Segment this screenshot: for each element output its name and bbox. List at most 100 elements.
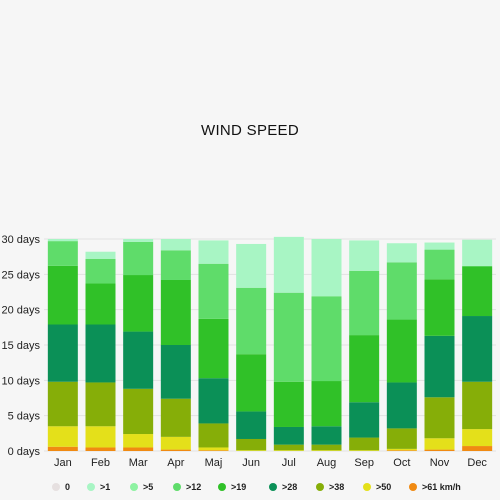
bar-segment[interactable] bbox=[47, 241, 78, 266]
bar-segment[interactable] bbox=[198, 447, 229, 451]
legend-label: >61 km/h bbox=[422, 482, 461, 492]
bar-segment[interactable] bbox=[85, 283, 116, 325]
bar-segment[interactable] bbox=[273, 426, 304, 445]
bar-segment[interactable] bbox=[424, 438, 455, 450]
legend-label: >1 bbox=[100, 482, 111, 492]
bar-segment[interactable] bbox=[236, 243, 267, 288]
bar-segment[interactable] bbox=[424, 279, 455, 336]
bar-segment[interactable] bbox=[198, 423, 229, 448]
legend-item[interactable]: >28 bbox=[269, 480, 297, 494]
legend-item[interactable]: >5 bbox=[130, 480, 153, 494]
bar-segment[interactable] bbox=[123, 434, 154, 448]
legend-item[interactable]: >61 km/h bbox=[409, 480, 461, 494]
x-tick-label: Mar bbox=[129, 457, 148, 469]
bar-segment[interactable] bbox=[462, 429, 493, 447]
bar-segment[interactable] bbox=[311, 444, 342, 451]
bar-segment[interactable] bbox=[47, 239, 78, 242]
y-tick-label: 10 days bbox=[1, 375, 40, 387]
bar-segment[interactable] bbox=[424, 335, 455, 398]
bar-segment[interactable] bbox=[85, 426, 116, 448]
bar-segment[interactable] bbox=[349, 335, 380, 403]
bar-segment[interactable] bbox=[273, 292, 304, 382]
bar-segment[interactable] bbox=[236, 354, 267, 412]
bar-segment[interactable] bbox=[311, 296, 342, 382]
bar-segment[interactable] bbox=[198, 318, 229, 379]
bar-segment[interactable] bbox=[160, 436, 191, 450]
bar-segment[interactable] bbox=[123, 239, 154, 242]
bar-segment[interactable] bbox=[47, 426, 78, 447]
bar-segment[interactable] bbox=[462, 316, 493, 382]
bar-segment[interactable] bbox=[311, 426, 342, 445]
bar-segment[interactable] bbox=[198, 263, 229, 319]
bar-segment[interactable] bbox=[160, 279, 191, 345]
chart-legend: 0 >1 >5 >12 >19 >28 >38 >50 >61 km/h bbox=[0, 480, 500, 494]
legend-label: >50 bbox=[376, 482, 392, 492]
bar-segment[interactable] bbox=[311, 450, 342, 451]
bar-segment[interactable] bbox=[462, 381, 493, 430]
bar-segment[interactable] bbox=[311, 239, 342, 297]
bar-segment[interactable] bbox=[462, 265, 493, 267]
bar-segment[interactable] bbox=[273, 381, 304, 427]
bar-segment[interactable] bbox=[160, 250, 191, 280]
bar-segment[interactable] bbox=[462, 266, 493, 317]
bar-segment[interactable] bbox=[424, 249, 455, 280]
legend-item[interactable]: >12 bbox=[173, 480, 201, 494]
bar-segment[interactable] bbox=[198, 450, 229, 451]
legend-item[interactable]: >19 bbox=[218, 480, 246, 494]
bar-segment[interactable] bbox=[198, 378, 229, 424]
bar-segment[interactable] bbox=[47, 265, 78, 325]
bar-segment[interactable] bbox=[462, 446, 493, 451]
bar-segment[interactable] bbox=[386, 450, 417, 451]
bar-segment[interactable] bbox=[424, 397, 455, 439]
bar-segment[interactable] bbox=[47, 446, 78, 451]
bar-segment[interactable] bbox=[85, 324, 116, 383]
bar-segment[interactable] bbox=[349, 240, 380, 271]
bar-segment[interactable] bbox=[236, 287, 267, 355]
bar-segment[interactable] bbox=[273, 236, 304, 293]
bar-segment[interactable] bbox=[273, 444, 304, 451]
bar-segment[interactable] bbox=[236, 411, 267, 439]
bar-segment[interactable] bbox=[311, 381, 342, 427]
bar-segment[interactable] bbox=[160, 398, 191, 437]
bar-segment[interactable] bbox=[160, 239, 191, 251]
bar-segment[interactable] bbox=[123, 331, 154, 389]
legend-item[interactable]: >50 bbox=[363, 480, 391, 494]
chart-title: WIND SPEED bbox=[200, 122, 299, 139]
bar-segment[interactable] bbox=[349, 450, 380, 451]
legend-item[interactable]: 0 bbox=[52, 480, 70, 494]
bar-segment[interactable] bbox=[160, 449, 191, 451]
legend-item[interactable]: >38 bbox=[316, 480, 344, 494]
bar-segment[interactable] bbox=[349, 402, 380, 438]
y-tick-label: 20 days bbox=[1, 305, 40, 317]
bar-segment[interactable] bbox=[462, 239, 493, 266]
bar-segment[interactable] bbox=[123, 241, 154, 276]
bar-segment[interactable] bbox=[85, 251, 116, 259]
legend-label: >38 bbox=[329, 482, 345, 492]
bar-segment[interactable] bbox=[236, 438, 267, 451]
bar-segment[interactable] bbox=[85, 258, 116, 284]
legend-dot-icon bbox=[87, 483, 95, 491]
bar-segment[interactable] bbox=[160, 345, 191, 399]
bar-segment[interactable] bbox=[349, 437, 380, 451]
bar-segment[interactable] bbox=[47, 381, 78, 427]
legend-item[interactable]: >1 bbox=[87, 480, 110, 494]
bar-segment[interactable] bbox=[386, 319, 417, 383]
bar-segment[interactable] bbox=[386, 243, 417, 263]
bar-segment[interactable] bbox=[273, 450, 304, 451]
bar-segment[interactable] bbox=[85, 447, 116, 451]
bar-segment[interactable] bbox=[47, 324, 78, 382]
bar-segment[interactable] bbox=[198, 240, 229, 264]
bar-segment[interactable] bbox=[349, 270, 380, 336]
bar-segment[interactable] bbox=[386, 428, 417, 449]
bar-segment[interactable] bbox=[386, 382, 417, 429]
x-tick-label: Jun bbox=[242, 457, 260, 469]
bar-segment[interactable] bbox=[123, 388, 154, 435]
bar-segment[interactable] bbox=[424, 242, 455, 250]
bar-segment[interactable] bbox=[424, 449, 455, 451]
bar-segment[interactable] bbox=[386, 262, 417, 320]
bar-segment[interactable] bbox=[123, 275, 154, 332]
bar-segment[interactable] bbox=[386, 448, 417, 451]
bar-segment[interactable] bbox=[85, 382, 116, 427]
bar-segment[interactable] bbox=[123, 447, 154, 451]
bar-segment[interactable] bbox=[236, 450, 267, 451]
